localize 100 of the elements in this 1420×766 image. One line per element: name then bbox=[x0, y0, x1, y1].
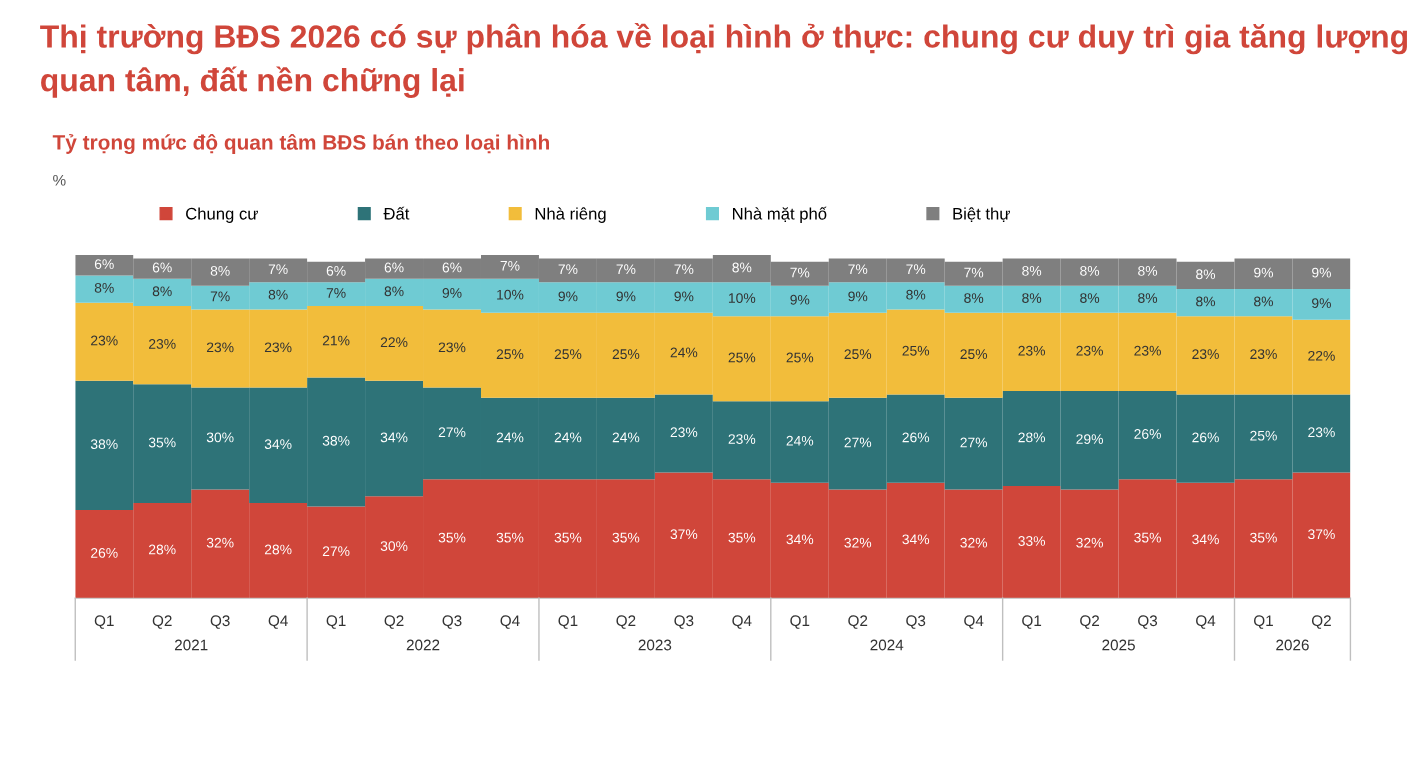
data-label: 25% bbox=[786, 352, 814, 363]
legend-label: Nhà riêng bbox=[535, 207, 606, 223]
data-label: 9% bbox=[1254, 267, 1274, 278]
data-label: 30% bbox=[206, 432, 234, 443]
x-tick-label: Q1 bbox=[94, 615, 114, 629]
data-label: 8% bbox=[210, 265, 230, 276]
data-label: 33% bbox=[1018, 536, 1046, 546]
data-label: 32% bbox=[1076, 537, 1103, 548]
data-label: 28% bbox=[149, 544, 176, 555]
data-label: 23% bbox=[1134, 345, 1161, 356]
data-label: 23% bbox=[670, 427, 698, 438]
data-label: 35% bbox=[728, 532, 756, 543]
x-tick-label: Q3 bbox=[674, 615, 694, 629]
data-label: 8% bbox=[1196, 296, 1216, 307]
data-label: 38% bbox=[322, 435, 350, 446]
data-label: 34% bbox=[380, 432, 408, 443]
text: 2024 bbox=[870, 639, 904, 651]
data-label: 7% bbox=[674, 264, 694, 275]
data-label: 8% bbox=[1022, 265, 1042, 276]
chart-subtitle: Tỷ trọng mức độ quan tâm BĐS bán theo loại hình bbox=[52, 134, 549, 154]
data-label: 35% bbox=[554, 532, 582, 543]
data-label: 23% bbox=[1192, 349, 1219, 360]
x-tick-label: Q4 bbox=[732, 615, 752, 629]
data-label: 25% bbox=[960, 349, 988, 360]
data-label: 25% bbox=[844, 349, 872, 360]
data-label: 9% bbox=[848, 291, 868, 302]
data-label: 29% bbox=[1076, 434, 1103, 444]
x-tick-label: Q3 bbox=[442, 615, 462, 629]
data-label: 8% bbox=[1138, 265, 1158, 276]
data-label: 22% bbox=[1308, 350, 1335, 361]
legend-label: Chung cư bbox=[186, 207, 258, 223]
data-label: 7% bbox=[906, 264, 926, 275]
data-label: 35% bbox=[612, 532, 640, 543]
data-label: 25% bbox=[612, 349, 640, 360]
data-label: 24% bbox=[786, 435, 814, 446]
data-label: 8% bbox=[94, 282, 114, 293]
x-tick-label: Q2 bbox=[616, 615, 636, 629]
data-label: 8% bbox=[1196, 269, 1216, 280]
data-label: 35% bbox=[148, 437, 176, 448]
data-label: 23% bbox=[264, 342, 292, 353]
data-label: 7% bbox=[790, 267, 810, 278]
data-label: 35% bbox=[438, 532, 466, 543]
data-label: 6% bbox=[94, 259, 114, 269]
data-label: 23% bbox=[728, 434, 756, 444]
x-tick-label: Q1 bbox=[326, 615, 346, 629]
x-tick-label: Q4 bbox=[500, 615, 520, 629]
x-tick-label: Q3 bbox=[1138, 615, 1158, 629]
data-label: 37% bbox=[670, 529, 698, 540]
data-label: 30% bbox=[380, 541, 408, 552]
legend-label: Nhà mặt phố bbox=[732, 206, 827, 223]
data-label: 6% bbox=[326, 265, 346, 276]
legend-label: Đất bbox=[383, 206, 410, 220]
data-label: 9% bbox=[558, 291, 578, 302]
x-tick-label: Q1 bbox=[1022, 615, 1042, 629]
data-label: 7% bbox=[210, 291, 230, 302]
data-label: 8% bbox=[384, 286, 404, 297]
data-label: 9% bbox=[674, 291, 694, 302]
data-label: 35% bbox=[1134, 532, 1161, 543]
data-label: 9% bbox=[1312, 298, 1331, 309]
data-label: 32% bbox=[844, 537, 872, 548]
data-label: 37% bbox=[1308, 529, 1335, 540]
data-label: 25% bbox=[496, 349, 524, 360]
data-label: 21% bbox=[322, 335, 350, 346]
data-label: 8% bbox=[268, 289, 288, 300]
data-label: 8% bbox=[906, 289, 926, 300]
x-tick-label: Q4 bbox=[1196, 615, 1216, 629]
data-label: 34% bbox=[786, 534, 814, 545]
text: 2023 bbox=[638, 639, 672, 651]
data-label: 28% bbox=[1018, 432, 1046, 443]
data-label: 38% bbox=[90, 439, 118, 450]
data-label: 8% bbox=[1080, 265, 1100, 276]
data-label: 32% bbox=[206, 537, 234, 548]
data-label: 7% bbox=[326, 288, 346, 298]
x-tick-label: Q4 bbox=[268, 615, 288, 629]
x-tick-label: Q2 bbox=[152, 615, 172, 629]
data-label: 32% bbox=[960, 537, 988, 548]
data-label: 25% bbox=[1250, 430, 1277, 441]
data-label: 22% bbox=[380, 337, 408, 348]
data-label: 23% bbox=[438, 342, 466, 353]
data-label: 9% bbox=[616, 291, 636, 302]
data-label: 9% bbox=[790, 294, 810, 305]
data-label: 26% bbox=[91, 547, 118, 558]
x-tick-label: Q2 bbox=[1311, 615, 1331, 629]
data-label: 24% bbox=[612, 432, 640, 443]
data-label: 23% bbox=[91, 335, 118, 346]
data-label: 27% bbox=[960, 437, 988, 448]
y-axis-title: % bbox=[53, 174, 66, 186]
data-label: 7% bbox=[558, 264, 578, 275]
x-tick-label: Q3 bbox=[210, 615, 230, 629]
data-label: 35% bbox=[496, 532, 524, 543]
data-label: 23% bbox=[149, 339, 176, 349]
text: 2022 bbox=[406, 639, 440, 651]
data-label: 24% bbox=[670, 347, 698, 358]
data-label: 8% bbox=[1080, 293, 1100, 303]
data-label: 10% bbox=[497, 289, 524, 300]
x-tick-label: Q1 bbox=[790, 615, 810, 629]
data-label: 8% bbox=[732, 262, 752, 273]
chart-title: Thị trường BĐS 2026 có sự phân hóa về loại hình ở thực: chung cư duy trì gia tăng lượng quan tâm, đất nền chững lại bbox=[40, 22, 1408, 98]
data-label: 27% bbox=[438, 427, 466, 438]
data-label: 7% bbox=[848, 264, 868, 275]
